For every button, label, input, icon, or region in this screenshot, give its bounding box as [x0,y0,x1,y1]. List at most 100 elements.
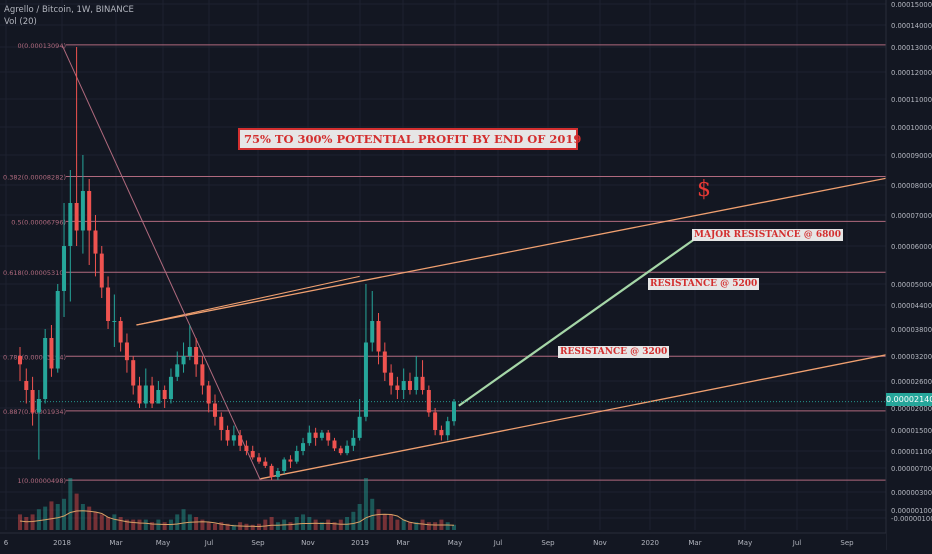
current-price-tag: 0.00002140 [886,393,932,406]
candle-body [357,416,362,438]
volume-indicator-label[interactable]: Vol (20) [4,17,37,27]
volume-bar [24,517,29,530]
symbol-title[interactable]: Agrello / Bitcoin, 1W, BINANCE [4,5,134,15]
volume-bar [351,511,356,530]
volume-bar [332,522,337,530]
candle-body [18,356,22,365]
candle-body [269,465,274,477]
candle-body [162,390,167,399]
candle-body [30,390,35,413]
volume-bar [74,493,79,530]
y-axis-tick-label: 0.00004400 [891,302,932,310]
candle-body [370,321,375,343]
candle-body [319,432,324,438]
volume-bar [143,519,148,530]
y-axis-tick-label: 0.00013000 [891,44,932,52]
x-axis-tick-label: Jul [204,539,214,547]
volume-bar [219,522,224,530]
y-axis-tick-label: 0.00003800 [891,326,932,334]
resistance-3200-label[interactable]: RESISTANCE @ 3200 [558,346,670,358]
candle-body [156,390,161,404]
volume-bar [137,519,142,530]
y-axis-tick-label: 0.00010000 [891,124,932,132]
volume-ma-line [19,510,455,528]
y-axis-tick-label: 0.00001100 [891,448,932,456]
y-axis-tick-label: 0.00003200 [891,353,932,361]
fib-levels: 0(0.00013094) 0.382(0.00008282) 0.5(0.0000… [3,42,886,485]
x-axis-tick-label: Mar [109,539,122,547]
volume-bar [175,514,180,530]
fib-diagonal-line [61,44,261,481]
volume-bar [231,524,236,530]
candle-body [414,376,419,390]
candle-body [206,385,211,404]
candle-body [426,390,431,413]
volume-bar [244,523,249,530]
candle-body [389,372,394,386]
y-axis-tick-label: 0.00000300 [891,489,932,497]
major-resistance-label[interactable]: MAJOR RESISTANCE @ 6800 [692,229,843,241]
channel-lower-line [260,350,906,480]
volume-bar [49,501,54,530]
channel-upper-line [136,173,906,326]
candle-body [175,364,180,377]
candle-body [24,381,29,390]
volume-bar [80,504,85,530]
candle-body [225,430,230,441]
x-axis-tick-label: 6 [4,539,9,547]
candles [18,47,456,480]
candle-body [168,376,173,399]
chart-legend: Agrello / Bitcoin, 1W, BINANCE Vol (20) [4,4,134,28]
volume-bar [395,519,400,530]
candle-body [118,321,123,343]
candle-body [124,342,129,361]
x-axis-tick-label: May [738,539,752,547]
candle-body [338,448,343,454]
candle-body [55,291,60,369]
candle-body [420,376,425,390]
volume-bar [345,517,350,530]
x-axis-tick-label: Nov [301,539,315,547]
candle-body [112,321,117,322]
candle-body [263,461,268,466]
candle-body [282,459,287,471]
volume-bars [18,478,456,530]
volume-bar [200,519,205,530]
candle-body [99,253,104,288]
dollar-sign-annotation: $ [697,177,711,202]
x-axis-tick-label: May [156,539,170,547]
candle-body [288,459,293,462]
x-axis-tick-label: 2019 [351,539,369,547]
volume-bar [389,514,394,530]
x-axis-tick-label: Mar [396,539,409,547]
volume-bar [414,522,419,530]
volume-bar [407,522,412,530]
y-axis-tick-label: 0.00009000 [891,152,932,160]
candle-body [313,432,318,438]
candle-body [43,338,48,399]
candle-body [326,432,331,441]
volume-bar [93,511,98,530]
volume-bar [445,522,450,530]
candle-body [301,443,306,451]
candle-body [382,351,387,373]
x-axis: 6 2018 Mar May Jul Sep Nov 2019 Mar May Jul Sep Nov 2… [0,532,886,550]
volume-bar [156,519,161,530]
volume-bar [275,522,280,530]
candle-body [212,403,217,417]
candle-body [62,246,67,291]
candle-body [351,437,356,446]
candle-body [376,321,381,352]
x-axis-tick-label: 2018 [53,539,71,547]
volume-bar [294,517,299,530]
resistance-5200-label[interactable]: RESISTANCE @ 5200 [648,278,760,290]
profit-banner[interactable]: 75% TO 300% POTENTIAL PROFIT BY END OF 2… [238,128,581,150]
candle-body [87,191,92,231]
candle-body [80,191,85,231]
y-axis-tick-label: 0.00000100 [891,507,932,515]
fib-level-label: 1(0.00000498) [18,477,67,485]
x-axis-tick-label: May [448,539,462,547]
candle-body [257,457,262,462]
